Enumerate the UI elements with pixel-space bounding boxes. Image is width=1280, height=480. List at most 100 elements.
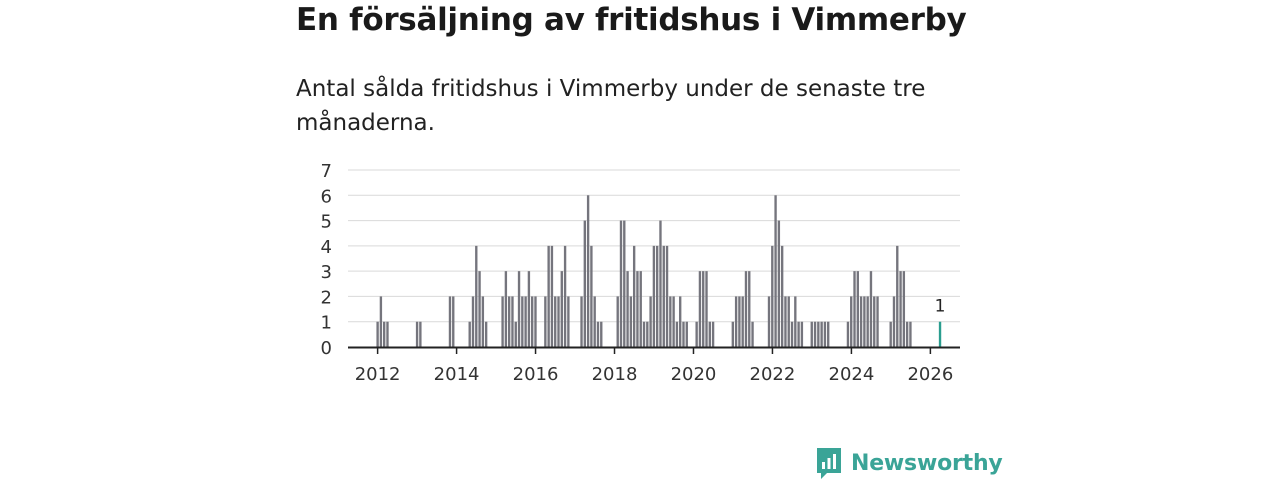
bar (662, 245, 665, 347)
bar (593, 296, 596, 347)
bar (501, 296, 504, 347)
x-tick-label: 2016 (513, 364, 559, 385)
bar (780, 245, 784, 347)
bar (554, 296, 557, 347)
bar (695, 321, 698, 347)
bar (767, 296, 771, 347)
y-tick-label: 6 (321, 186, 332, 207)
bar (734, 296, 738, 347)
bar (827, 321, 830, 347)
bar (484, 321, 488, 347)
bar (527, 271, 531, 347)
x-axis-ticks: 2012 2014 2016 2018 2020 2022 2024 2026 (355, 347, 953, 385)
bar (517, 271, 521, 347)
bar (580, 296, 583, 347)
x-tick-label: 2024 (829, 364, 875, 385)
bar (557, 296, 560, 347)
bar (702, 271, 705, 347)
bar (669, 296, 672, 347)
bar (892, 296, 896, 347)
bar (899, 271, 902, 347)
bar (636, 271, 639, 347)
bar (619, 220, 623, 347)
bar (817, 321, 820, 347)
bar (846, 321, 850, 347)
bar (655, 245, 659, 347)
bar (629, 296, 633, 347)
bar (698, 271, 702, 347)
bar (794, 296, 797, 347)
bar (590, 245, 593, 347)
bar (504, 271, 508, 347)
bar (850, 296, 853, 347)
bar (379, 296, 383, 347)
y-tick-label: 2 (321, 287, 332, 308)
bar (639, 271, 642, 347)
bar (550, 245, 554, 347)
bar (478, 271, 481, 347)
bar (810, 321, 813, 347)
bar (507, 296, 511, 347)
bar (679, 296, 682, 347)
bar (863, 296, 866, 347)
bar (823, 321, 827, 347)
bar (514, 321, 517, 347)
bar (534, 296, 537, 347)
bar (869, 271, 873, 347)
bar (873, 296, 876, 347)
bars (376, 195, 942, 347)
bar (652, 245, 656, 347)
bar (632, 245, 636, 347)
bar (481, 296, 485, 347)
bar (511, 296, 514, 347)
bar (784, 296, 787, 347)
bar (659, 220, 662, 347)
bar (376, 321, 379, 347)
bar (905, 321, 909, 347)
bar (563, 245, 567, 347)
brand-name: Newsworthy (851, 450, 1003, 476)
bar (567, 296, 570, 347)
bar (853, 271, 856, 347)
data-labels: 1 (935, 297, 946, 317)
bar (675, 321, 679, 347)
bar (820, 321, 823, 347)
bar (626, 271, 629, 347)
bar (738, 296, 741, 347)
bar (909, 321, 912, 347)
data-label: 1 (935, 297, 946, 317)
bar (748, 271, 751, 347)
bar (774, 195, 777, 347)
bar (471, 296, 475, 347)
bar (889, 321, 892, 347)
bar (386, 321, 389, 347)
bar (790, 321, 794, 347)
bar (452, 296, 455, 347)
bar (596, 321, 600, 347)
bar (419, 321, 422, 347)
bar (771, 245, 774, 347)
bar (797, 321, 800, 347)
bar (856, 271, 859, 347)
bar (521, 296, 524, 347)
bar (544, 296, 547, 347)
bar (475, 245, 478, 347)
bar (708, 321, 711, 347)
bar (415, 321, 419, 347)
bar (623, 220, 626, 347)
bar (616, 296, 619, 347)
chart-title: En försäljning av fritidshus i Vimmerby (296, 2, 967, 38)
bar (448, 296, 452, 347)
bar (859, 296, 863, 347)
x-tick-label: 2020 (671, 364, 717, 385)
bar (711, 321, 715, 347)
bar (741, 296, 744, 347)
bar (646, 321, 649, 347)
y-tick-label: 7 (321, 161, 332, 182)
bar (583, 220, 587, 347)
bar (665, 245, 669, 347)
y-tick-label: 1 (321, 313, 332, 334)
bar (685, 321, 688, 347)
chart-subtitle: Antal sålda fritidshus i Vimmerby under … (296, 76, 926, 136)
